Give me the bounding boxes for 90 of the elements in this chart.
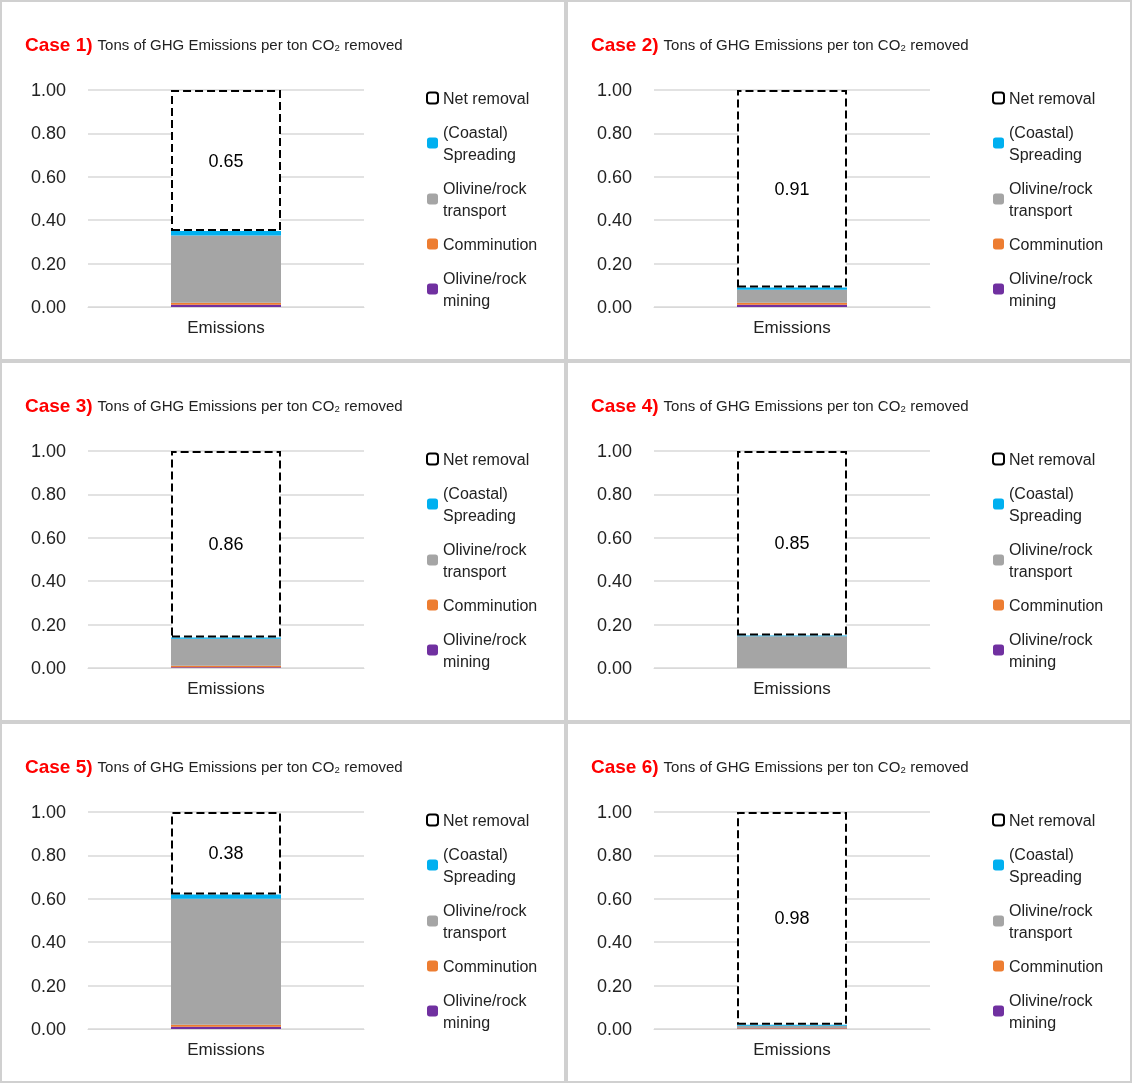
chart-title: Case 4) xyxy=(591,395,659,416)
y-tick-label: 0.20 xyxy=(30,975,66,996)
legend-label: (Coastal) Spreading xyxy=(1009,845,1082,885)
legend-label: Net removal xyxy=(443,811,530,829)
y-tick-label: 1.00 xyxy=(30,80,66,100)
data-label: 0.85 xyxy=(774,533,810,554)
y-tick-label: 0.00 xyxy=(596,658,632,678)
x-tick-label: Emissions xyxy=(187,1040,265,1059)
y-tick-label: 1.00 xyxy=(30,441,66,461)
legend-label: Olivine/rock transport xyxy=(1009,540,1098,580)
legend-label: Net removal xyxy=(1009,89,1096,107)
y-tick-label: 0.20 xyxy=(596,614,632,635)
legend-label: (Coastal) Spreading xyxy=(443,123,516,163)
x-tick-label: Emissions xyxy=(187,679,265,698)
y-tick-label: 0.60 xyxy=(30,166,66,187)
y-tick-label: 0.80 xyxy=(596,123,632,144)
legend-label: Olivine/rock mining xyxy=(443,991,532,1031)
y-tick-label: 0.40 xyxy=(596,210,632,231)
legend-label: Comminution xyxy=(443,957,538,975)
y-tick-label: 0.00 xyxy=(30,658,66,678)
legend-label: Olivine/rock transport xyxy=(1009,901,1098,941)
legend-label: Net removal xyxy=(443,89,530,107)
legend-label: Olivine/rock transport xyxy=(443,179,532,219)
y-tick-label: 0.80 xyxy=(30,123,66,144)
y-tick-label: 0.00 xyxy=(596,1019,632,1039)
legend-label: (Coastal) Spreading xyxy=(443,845,516,885)
legend-label: Olivine/rock mining xyxy=(1009,630,1098,670)
data-label: 0.91 xyxy=(774,178,810,199)
y-tick-label: 0.60 xyxy=(30,888,66,909)
legend-label: Net removal xyxy=(1009,450,1096,468)
y-tick-label: 1.00 xyxy=(596,802,632,822)
data-label: 0.65 xyxy=(208,150,244,171)
legend-label: Net removal xyxy=(443,450,530,468)
y-tick-label: 1.00 xyxy=(596,441,632,461)
legend-label: (Coastal) Spreading xyxy=(1009,123,1082,163)
data-label: 0.38 xyxy=(208,843,244,864)
y-tick-label: 0.80 xyxy=(596,845,632,866)
x-tick-label: Emissions xyxy=(187,318,265,337)
legend-label: Olivine/rock transport xyxy=(443,540,532,580)
y-tick-label: 0.20 xyxy=(596,253,632,274)
y-tick-label: 0.60 xyxy=(30,527,66,548)
chart-title: Case 2) xyxy=(591,34,659,55)
legend-label: Net removal xyxy=(1009,811,1096,829)
y-tick-label: 0.40 xyxy=(30,571,66,592)
legend-label: Olivine/rock mining xyxy=(1009,991,1098,1031)
legend-label: Comminution xyxy=(443,235,538,253)
y-tick-label: 0.60 xyxy=(596,527,632,548)
legend-label: (Coastal) Spreading xyxy=(443,484,516,524)
x-tick-label: Emissions xyxy=(753,318,831,337)
x-tick-label: Emissions xyxy=(753,1040,831,1059)
legend-label: Olivine/rock mining xyxy=(443,269,532,309)
legend-label: Comminution xyxy=(1009,235,1104,253)
chart-subtitle: Tons of GHG Emissions per ton CO₂ removed xyxy=(97,36,403,53)
chart-title: Case 1) xyxy=(25,34,93,55)
y-tick-label: 0.00 xyxy=(30,1019,66,1039)
y-tick-label: 1.00 xyxy=(596,80,632,100)
legend-label: Olivine/rock mining xyxy=(1009,269,1098,309)
data-label: 0.86 xyxy=(208,534,244,555)
legend-label: (Coastal) Spreading xyxy=(1009,484,1082,524)
legend-label: Olivine/rock transport xyxy=(443,901,532,941)
chart-subtitle: Tons of GHG Emissions per ton CO₂ removed xyxy=(97,758,403,775)
y-tick-label: 0.00 xyxy=(30,297,66,317)
y-tick-label: 0.40 xyxy=(30,210,66,231)
legend-label: Comminution xyxy=(1009,957,1104,975)
data-label: 0.98 xyxy=(774,908,810,929)
legend-label: Olivine/rock mining xyxy=(443,630,532,670)
legend-label: Olivine/rock transport xyxy=(1009,179,1098,219)
y-tick-label: 0.60 xyxy=(596,888,632,909)
y-tick-label: 0.80 xyxy=(596,484,632,505)
y-tick-label: 0.20 xyxy=(30,253,66,274)
y-tick-label: 0.80 xyxy=(30,845,66,866)
y-tick-label: 0.00 xyxy=(596,297,632,317)
y-tick-label: 1.00 xyxy=(30,802,66,822)
x-tick-label: Emissions xyxy=(753,679,831,698)
legend-label: Comminution xyxy=(1009,596,1104,614)
chart-subtitle: Tons of GHG Emissions per ton CO₂ removed xyxy=(663,36,969,53)
chart-subtitle: Tons of GHG Emissions per ton CO₂ removed xyxy=(97,397,403,414)
chart-title: Case 6) xyxy=(591,756,659,777)
legend-label: Comminution xyxy=(443,596,538,614)
y-tick-label: 0.40 xyxy=(596,571,632,592)
y-tick-label: 0.60 xyxy=(596,166,632,187)
chart-subtitle: Tons of GHG Emissions per ton CO₂ removed xyxy=(663,397,969,414)
y-tick-label: 0.20 xyxy=(30,614,66,635)
y-tick-label: 0.80 xyxy=(30,484,66,505)
y-tick-label: 0.40 xyxy=(596,932,632,953)
chart-title: Case 3) xyxy=(25,395,93,416)
chart-title: Case 5) xyxy=(25,756,93,777)
chart-subtitle: Tons of GHG Emissions per ton CO₂ removed xyxy=(663,758,969,775)
y-tick-label: 0.20 xyxy=(596,975,632,996)
y-tick-label: 0.40 xyxy=(30,932,66,953)
